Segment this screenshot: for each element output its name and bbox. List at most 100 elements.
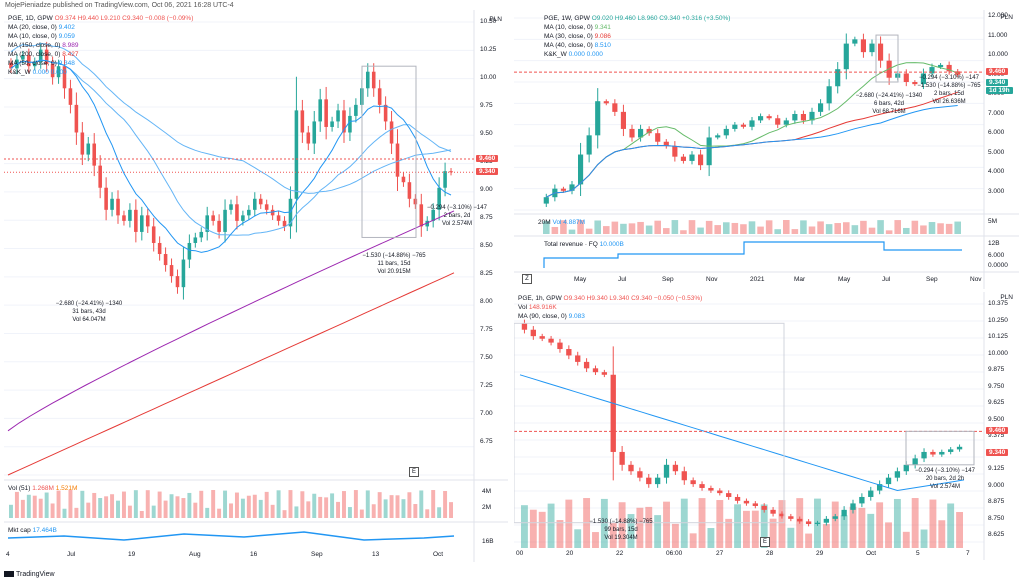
weekly-chart-panel[interactable]: PGE, 1W, GPW O9.020 H9.460 L8.960 C9.340…	[514, 10, 1019, 289]
hourly-volume-bar	[547, 503, 555, 548]
hourly-volume-bar	[849, 506, 857, 548]
measure-line: 31 bars, 43d	[72, 309, 106, 315]
legend-row[interactable]: Vol 148.916K	[518, 303, 702, 312]
candle-body	[779, 513, 785, 517]
candle-body	[181, 259, 186, 288]
price-tag: 9.340	[986, 448, 1009, 456]
legend-row[interactable]: MA (20, close, 0) 9.402	[8, 23, 193, 32]
time-tick: Aug	[189, 551, 201, 558]
candle-body	[637, 471, 643, 478]
hourly-volume-bar	[858, 507, 866, 548]
candle-body	[449, 171, 453, 173]
weekly-volume-bar	[577, 220, 584, 234]
daily-earnings-marker[interactable]: E	[409, 467, 419, 477]
measure-line: −1.530 (−14.88%) −765	[589, 519, 653, 525]
price-tick: 7.000	[988, 109, 1005, 117]
daily-volume-bar	[74, 507, 79, 518]
hourly-chart-svg[interactable]	[514, 292, 1019, 560]
legend-row[interactable]: K&K_W 0.000 0.000	[544, 50, 730, 59]
time-tick: May	[574, 276, 587, 283]
legend-row[interactable]: PGE, 1h, GPW O9.340 H9.340 L9.340 C9.340…	[518, 294, 702, 303]
candle-body	[629, 128, 635, 138]
candle-body	[912, 82, 918, 85]
candle-body	[885, 477, 892, 485]
legend-row[interactable]: PGE, 1D, GPW O9.374 H9.440 L9.210 C9.340…	[8, 14, 193, 23]
time-tick: Oct	[433, 551, 444, 558]
legend-row[interactable]: MA (200, close, 0) 8.427	[8, 50, 193, 59]
daily-volume-bar	[401, 499, 406, 518]
legend-row[interactable]: MA (40, close, 0) 8.510	[544, 41, 730, 50]
daily-chart-panel[interactable]: PGE, 1D, GPW O9.374 H9.440 L9.210 C9.340…	[4, 10, 508, 562]
legend-value: 9.086	[594, 33, 611, 40]
candle-body	[930, 451, 936, 455]
legend-row[interactable]: MA (30, close, 0) 9.086	[544, 32, 730, 41]
price-tick: 12.000	[988, 12, 1008, 19]
weekly-vol-tick: 5M	[988, 218, 998, 225]
daily-volume-bar	[187, 492, 192, 518]
hourly-volume-bar	[556, 520, 564, 548]
daily-chart-svg[interactable]	[4, 10, 508, 562]
legend-label: K&K_W	[544, 51, 569, 58]
candle-body	[826, 86, 832, 104]
candle-body	[336, 110, 340, 122]
time-tick: 22	[616, 550, 624, 557]
weekly-volume-bar	[885, 230, 893, 234]
hourly-volume-bar	[689, 533, 697, 548]
candle-body	[104, 187, 108, 210]
price-tick: 6.000	[988, 129, 1005, 136]
candle-body	[843, 43, 849, 70]
legend-row[interactable]: MA (50, close, 0) 9.348	[8, 59, 193, 68]
price-tick: 9.375	[988, 432, 1005, 439]
candle-body	[800, 114, 806, 121]
weekly-volume-bar	[954, 221, 961, 234]
daily-volume-bar	[312, 493, 317, 518]
candle-body	[229, 204, 233, 210]
candle-body	[288, 198, 293, 227]
candle-body	[413, 198, 418, 205]
weekly-chart-svg[interactable]	[514, 10, 1019, 289]
price-tick: 10.125	[988, 333, 1008, 340]
hourly-volume-bar	[538, 511, 546, 548]
legend-label: MA (40, close, 0)	[544, 42, 595, 49]
candle-body	[583, 361, 590, 369]
legend-value: 8.427	[62, 51, 79, 58]
tradingview-brand[interactable]: TradingView	[4, 571, 55, 578]
candle-body	[956, 446, 963, 450]
hourly-volume-bar	[609, 522, 617, 548]
daily-volume-bar	[246, 495, 251, 518]
time-tick: Nov	[706, 276, 718, 283]
time-tick: 29	[816, 550, 824, 557]
candle-body	[330, 121, 334, 127]
legend-value: 9.348	[58, 60, 75, 67]
hourly-chart-panel[interactable]: PGE, 1h, GPW O9.340 H9.340 L9.340 C9.340…	[514, 292, 1019, 560]
legend-row[interactable]: MA (150, close, 0) 8.989	[8, 41, 193, 50]
weekly-volume-bar	[783, 220, 790, 234]
candle-body	[797, 518, 803, 522]
candle-body	[62, 66, 67, 89]
daily-vol-tick-4m: 4M	[482, 488, 492, 495]
candle-body	[939, 451, 945, 455]
weekly-z-marker[interactable]: Z	[522, 274, 532, 284]
candle-body	[832, 516, 838, 519]
hourly-volume-bar	[911, 498, 919, 548]
hourly-volume-bar	[521, 505, 528, 548]
weekly-volume-bar	[705, 220, 713, 234]
legend-row[interactable]: MA (90, close, 0) 9.083	[518, 312, 702, 321]
daily-volume-bar	[395, 495, 400, 518]
legend-value: 148.916K	[528, 304, 557, 311]
legend-row[interactable]: PGE, 1W, GPW O9.020 H9.460 L8.960 C9.340…	[544, 14, 730, 23]
hourly-earnings-marker[interactable]: E	[760, 537, 770, 547]
weekly-volume-bar	[817, 221, 824, 234]
daily-volume-bar	[193, 502, 198, 518]
hourly-volume-bar	[769, 518, 777, 548]
weekly-volume-bar	[603, 226, 610, 234]
legend-row[interactable]: MA (10, close, 0) 9.341	[544, 23, 730, 32]
candle-body	[672, 146, 678, 157]
legend-row[interactable]: K&K_W 0.000 0.000	[8, 68, 193, 77]
daily-volume-bar	[234, 492, 239, 518]
daily-volume-bar	[20, 499, 25, 518]
daily-volume-bar	[104, 496, 109, 518]
legend-row[interactable]: MA (10, close, 0) 9.059	[8, 32, 193, 41]
candle-body	[27, 55, 31, 67]
weekly-volume-bar	[543, 221, 550, 234]
